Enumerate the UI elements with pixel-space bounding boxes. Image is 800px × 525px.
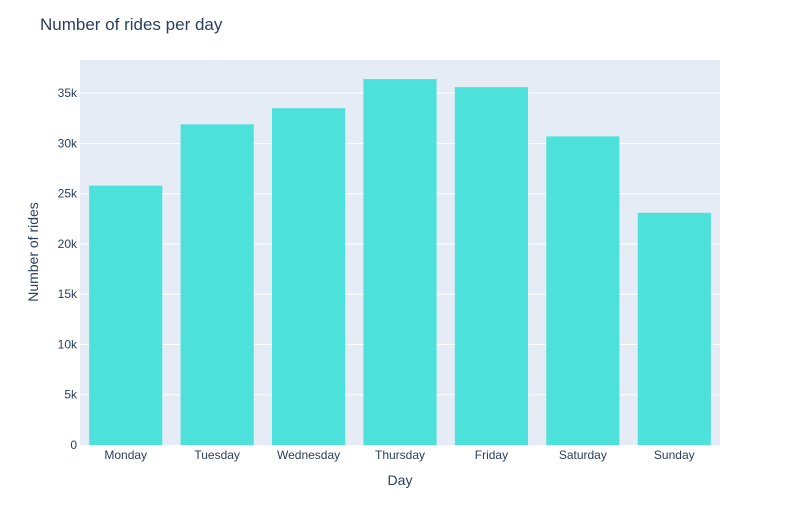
bar-saturday[interactable] [546, 136, 620, 446]
x-tick-label: Tuesday [194, 448, 240, 462]
y-tick-label: 25k [58, 187, 78, 201]
y-tick-label: 20k [58, 237, 78, 251]
x-tick-label: Friday [475, 448, 508, 462]
bar-tuesday[interactable] [180, 124, 254, 446]
bar-monday[interactable] [89, 185, 163, 445]
y-tick-label: 5k [64, 388, 78, 402]
y-tick-label: 35k [58, 86, 78, 100]
bars [89, 79, 711, 446]
y-axis-title: Number of rides [25, 202, 41, 302]
x-axis-title: Day [388, 472, 413, 488]
y-tick-label: 10k [58, 337, 78, 351]
x-tick-label: Sunday [654, 448, 695, 462]
chart-title: Number of rides per day [40, 15, 223, 34]
x-axis-ticks: Monday Tuesday Wednesday Thursday Friday Satu… [104, 448, 694, 462]
bar-sunday[interactable] [637, 212, 711, 445]
x-tick-label: Wednesday [277, 448, 340, 462]
y-tick-label: 30k [58, 136, 78, 150]
y-tick-label: 0 [70, 438, 77, 452]
y-tick-label: 15k [58, 287, 78, 301]
x-tick-label: Thursday [375, 448, 425, 462]
y-axis-ticks: 0 5k 10k 15k 20k 25k 30k 35k [58, 86, 78, 452]
bar-thursday[interactable] [363, 79, 437, 446]
bar-wednesday[interactable] [272, 108, 346, 445]
x-tick-label: Monday [104, 448, 147, 462]
x-tick-label: Saturday [559, 448, 607, 462]
bar-friday[interactable] [454, 87, 528, 445]
